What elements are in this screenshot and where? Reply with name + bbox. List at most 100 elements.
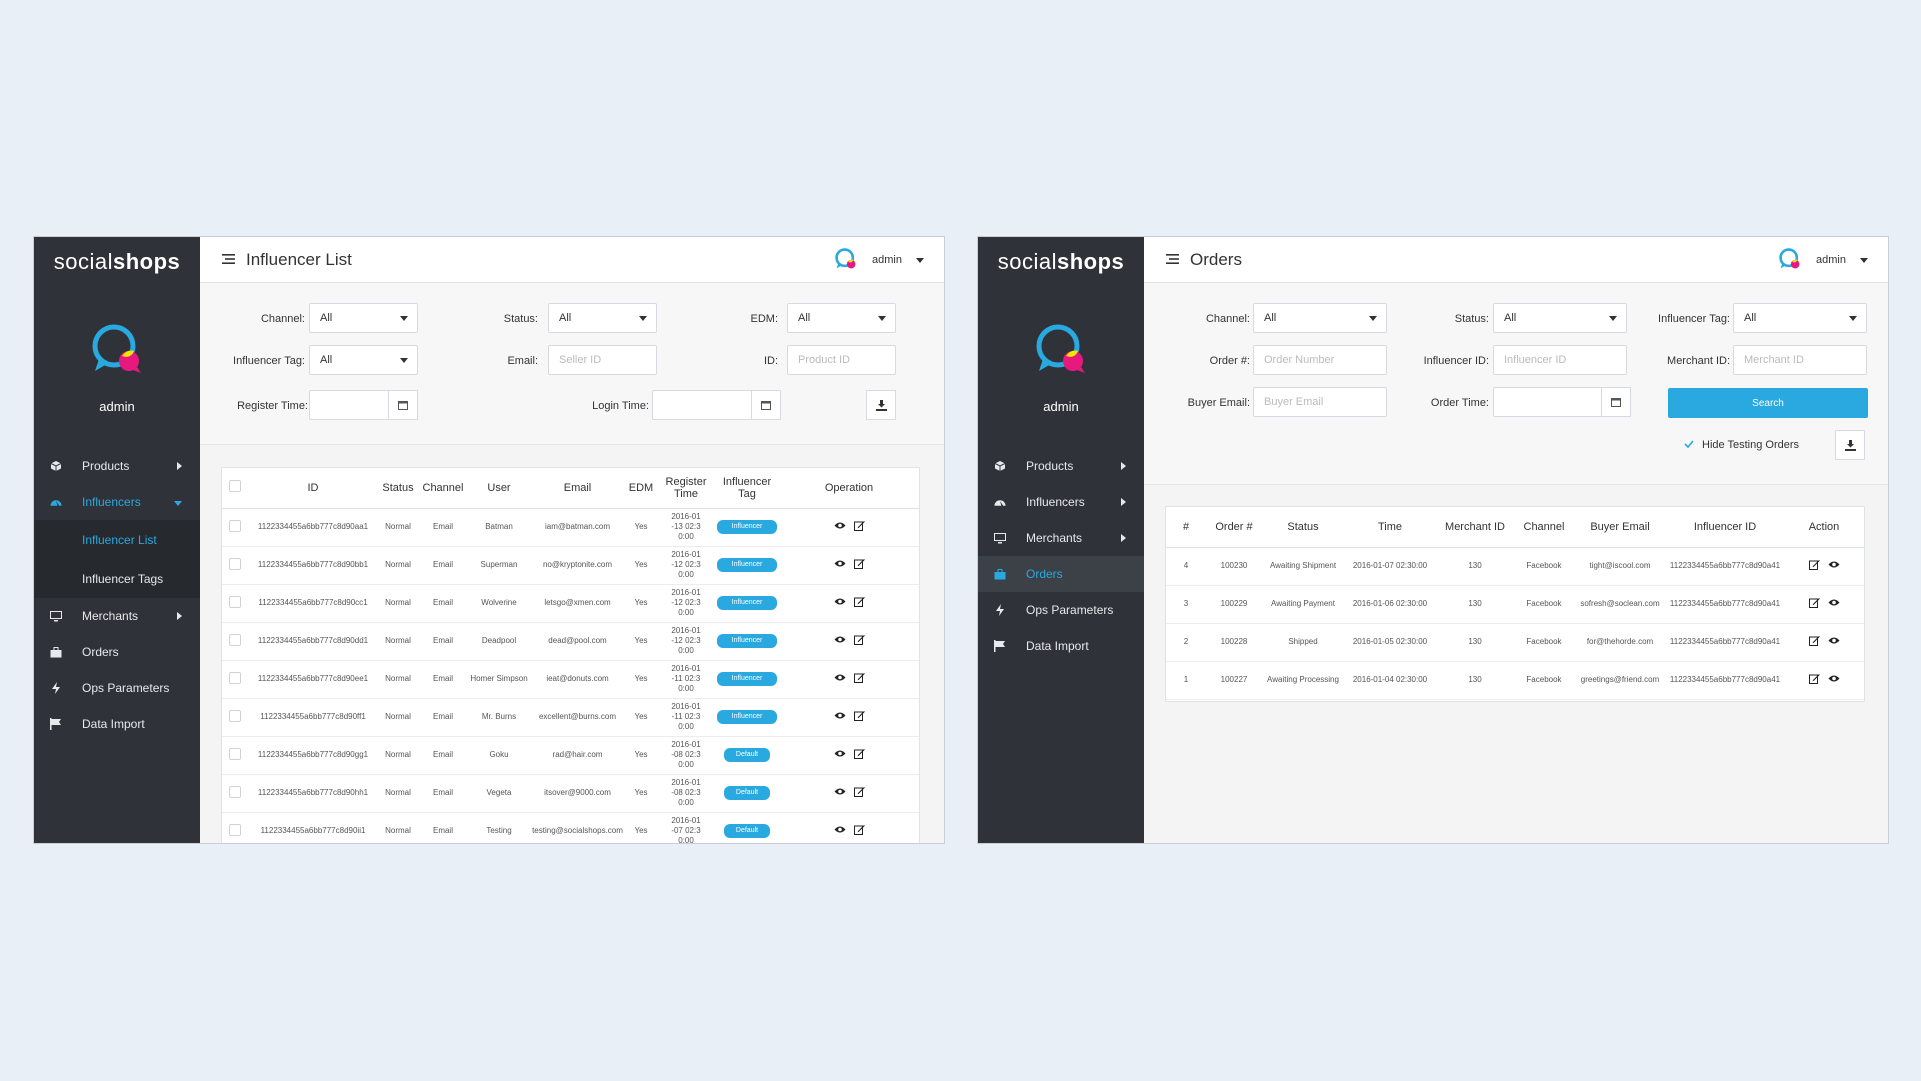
sidebar-item-data-import[interactable]: Data Import <box>34 706 200 742</box>
col-influencer-tag[interactable]: Influencer Tag <box>715 468 779 509</box>
col-merchant-id[interactable]: Merchant ID <box>1436 507 1514 548</box>
channel-select[interactable]: All <box>1253 303 1387 333</box>
edit-icon[interactable] <box>1808 673 1820 687</box>
col-id[interactable]: ID <box>248 468 378 509</box>
select-all-checkbox[interactable] <box>222 468 248 509</box>
avatar[interactable] <box>834 247 858 274</box>
brand-logo[interactable]: social shops <box>53 249 181 274</box>
edit-icon[interactable] <box>853 558 865 572</box>
row-checkbox[interactable] <box>222 812 248 843</box>
search-button[interactable]: Search <box>1668 388 1868 418</box>
edm-select[interactable]: All <box>787 303 896 333</box>
row-checkbox[interactable] <box>222 584 248 623</box>
avatar[interactable] <box>1778 247 1802 274</box>
sidebar-item-ops-parameters[interactable]: Ops Parameters <box>978 592 1144 628</box>
sidebar-item-merchants[interactable]: Merchants <box>978 520 1144 556</box>
col-channel[interactable]: Channel <box>418 468 468 509</box>
edit-icon[interactable] <box>1808 597 1820 611</box>
table-row[interactable]: 1122334455a6bb777c8d90cc1 Normal Email Wolv… <box>222 584 919 623</box>
eye-icon[interactable] <box>834 521 846 533</box>
sidebar-item-orders[interactable]: Orders <box>978 556 1144 592</box>
eye-icon[interactable] <box>834 749 846 761</box>
table-row[interactable]: 1122334455a6bb777c8d90gg1 Normal Email Goku… <box>222 736 919 775</box>
col-status[interactable]: Status <box>1262 507 1344 548</box>
edit-icon[interactable] <box>1808 635 1820 649</box>
login-time-field[interactable] <box>652 390 756 420</box>
col-buyer-email[interactable]: Buyer Email <box>1574 507 1666 548</box>
influencer-id-field[interactable]: Influencer ID <box>1493 345 1627 375</box>
col-edm[interactable]: EDM <box>625 468 657 509</box>
hide-testing-orders-checkbox[interactable]: Hide Testing Orders <box>1684 439 1799 451</box>
menu-toggle-icon[interactable] <box>222 251 235 269</box>
download-icon[interactable] <box>1835 430 1865 460</box>
user-menu[interactable]: admin <box>1816 254 1846 266</box>
row-checkbox[interactable] <box>222 546 248 585</box>
calendar-icon[interactable] <box>751 390 781 420</box>
sidebar-item-data-import[interactable]: Data Import <box>978 628 1144 664</box>
download-icon[interactable] <box>866 390 896 420</box>
eye-icon[interactable] <box>834 635 846 647</box>
table-row[interactable]: 1122334455a6bb777c8d90hh1 Normal Email Vege… <box>222 774 919 813</box>
brand-logo[interactable]: social shops <box>997 249 1125 274</box>
channel-select[interactable]: All <box>309 303 418 333</box>
eye-icon[interactable] <box>834 559 846 571</box>
buyer-email-field[interactable]: Buyer Email <box>1253 387 1387 417</box>
checkmark-icon[interactable] <box>1684 439 1694 451</box>
row-checkbox[interactable] <box>222 508 248 547</box>
status-select[interactable]: All <box>548 303 657 333</box>
edit-icon[interactable] <box>853 824 865 838</box>
edit-icon[interactable] <box>853 596 865 610</box>
table-row[interactable]: 2 100228 Shipped 2016-01-05 02:30:00 130 Face… <box>1166 623 1864 662</box>
table-row[interactable]: 3 100229 Awaiting Payment 2016-01-06 02:30:… <box>1166 585 1864 624</box>
row-checkbox[interactable] <box>222 660 248 699</box>
eye-icon[interactable] <box>1828 674 1840 686</box>
id-field[interactable]: Product ID <box>787 345 896 375</box>
col-status[interactable]: Status <box>378 468 418 509</box>
row-checkbox[interactable] <box>222 698 248 737</box>
sidebar-item-influencers[interactable]: Influencers <box>978 484 1144 520</box>
table-row[interactable]: 1122334455a6bb777c8d90dd1 Normal Email Dead… <box>222 622 919 661</box>
eye-icon[interactable] <box>834 673 846 685</box>
row-checkbox[interactable] <box>222 622 248 661</box>
col-channel[interactable]: Channel <box>1514 507 1574 548</box>
table-row[interactable]: 1122334455a6bb777c8d90bb1 Normal Email Supe… <box>222 546 919 585</box>
chevron-down-icon[interactable] <box>1860 254 1868 266</box>
table-row[interactable]: 1122334455a6bb777c8d90ee1 Normal Email Home… <box>222 660 919 699</box>
sidebar-item-products[interactable]: Products <box>34 448 200 484</box>
sidebar-item-merchants[interactable]: Merchants <box>34 598 200 634</box>
order-number-field[interactable]: Order Number <box>1253 345 1387 375</box>
influencer-tag-select[interactable]: All <box>1733 303 1867 333</box>
sidebar-item-ops-parameters[interactable]: Ops Parameters <box>34 670 200 706</box>
edit-icon[interactable] <box>853 634 865 648</box>
sidebar-item-orders[interactable]: Orders <box>34 634 200 670</box>
eye-icon[interactable] <box>834 787 846 799</box>
col-time[interactable]: Time <box>1344 507 1436 548</box>
eye-icon[interactable] <box>1828 598 1840 610</box>
col-number[interactable]: # <box>1166 507 1206 548</box>
edit-icon[interactable] <box>853 672 865 686</box>
eye-icon[interactable] <box>834 711 846 723</box>
chevron-down-icon[interactable] <box>916 254 924 266</box>
calendar-icon[interactable] <box>1601 387 1631 417</box>
edit-icon[interactable] <box>853 710 865 724</box>
table-row[interactable]: 1122334455a6bb777c8d90aa1 Normal Email Batm… <box>222 508 919 547</box>
sidebar-item-influencer-list[interactable]: Influencer List <box>34 520 200 559</box>
table-row[interactable]: 1122334455a6bb777c8d90ii1 Normal Email Test… <box>222 812 919 843</box>
email-field[interactable]: Seller ID <box>548 345 657 375</box>
eye-icon[interactable] <box>834 597 846 609</box>
col-order-number[interactable]: Order # <box>1206 507 1262 548</box>
edit-icon[interactable] <box>853 786 865 800</box>
edit-icon[interactable] <box>853 748 865 762</box>
status-select[interactable]: All <box>1493 303 1627 333</box>
eye-icon[interactable] <box>1828 636 1840 648</box>
table-row[interactable]: 1122334455a6bb777c8d90ff1 Normal Email Mr. … <box>222 698 919 737</box>
edit-icon[interactable] <box>1808 559 1820 573</box>
menu-toggle-icon[interactable] <box>1166 251 1179 269</box>
merchant-id-field[interactable]: Merchant ID <box>1733 345 1867 375</box>
table-row[interactable]: 1 100227 Awaiting Processing 2016-01-04 02:… <box>1166 661 1864 700</box>
calendar-icon[interactable] <box>388 390 418 420</box>
col-email[interactable]: Email <box>530 468 625 509</box>
user-menu[interactable]: admin <box>872 254 902 266</box>
row-checkbox[interactable] <box>222 736 248 775</box>
register-time-field[interactable] <box>309 390 393 420</box>
